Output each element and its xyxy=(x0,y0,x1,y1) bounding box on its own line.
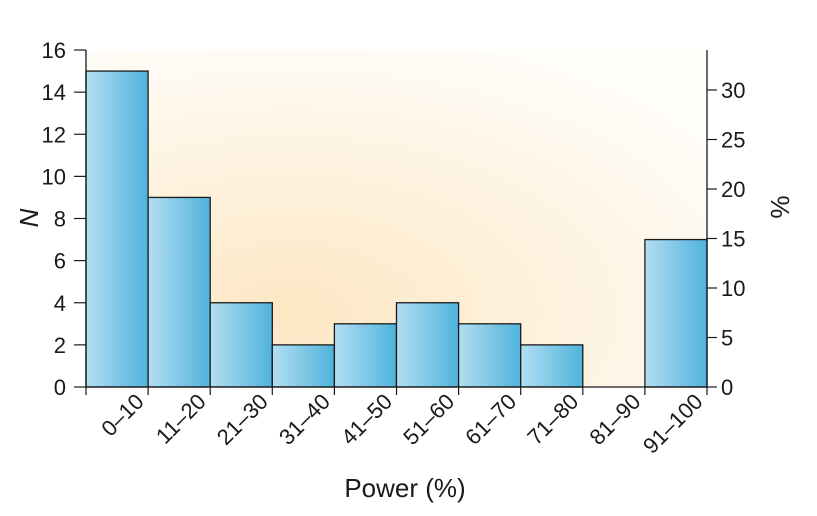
bar-91–100 xyxy=(644,238,708,388)
y-tick-label-right: 20 xyxy=(721,177,745,202)
bar-61–70 xyxy=(457,323,522,388)
x-tick-label: 61–70 xyxy=(460,389,521,450)
x-tick-label: 71–80 xyxy=(522,389,583,450)
x-tick-label: 41–50 xyxy=(336,389,397,450)
x-tick-label: 11–20 xyxy=(151,389,211,449)
bar-0–10 xyxy=(85,70,149,388)
y-tick-label-right: 15 xyxy=(721,226,745,251)
bar-21–30 xyxy=(209,302,273,388)
x-tick-label: 51–60 xyxy=(398,389,459,450)
bar-71–80 xyxy=(520,344,584,388)
y-tick-label-right: 25 xyxy=(721,127,745,152)
y-tick-label-left: 4 xyxy=(54,291,66,316)
y-tick-label-right: 10 xyxy=(721,276,745,301)
x-tick-label: 0–10 xyxy=(96,389,148,441)
y-tick-label-left: 0 xyxy=(54,375,66,400)
y-axis-title-right: % xyxy=(765,195,795,218)
y-tick-label-right: 0 xyxy=(721,375,733,400)
bar-31–40 xyxy=(271,344,336,388)
bar-11–20 xyxy=(147,196,211,388)
x-axis-title: Power (%) xyxy=(344,473,465,503)
y-tick-label-left: 8 xyxy=(54,207,66,232)
bar-41–50 xyxy=(333,323,398,388)
x-tick-label: 81–90 xyxy=(584,389,645,450)
x-tick-label: 21–30 xyxy=(212,389,273,450)
y-axis-title-left: N xyxy=(14,208,44,227)
y-tick-label-left: 10 xyxy=(42,164,66,189)
y-tick-label-right: 30 xyxy=(721,78,745,103)
bar-51–60 xyxy=(395,302,460,388)
y-tick-label-left: 14 xyxy=(42,80,66,105)
y-tick-label-left: 6 xyxy=(54,249,66,274)
y-tick-label-right: 5 xyxy=(721,325,733,350)
x-tick-label: 91–100 xyxy=(638,389,708,459)
y-tick-label-left: 12 xyxy=(42,122,66,147)
labels-group: Power (%) N % xyxy=(14,195,795,503)
y-tick-label-left: 2 xyxy=(54,333,66,358)
bars-group xyxy=(85,70,708,388)
x-tick-label: 31–40 xyxy=(274,389,335,450)
y-tick-label-left: 16 xyxy=(42,38,66,63)
